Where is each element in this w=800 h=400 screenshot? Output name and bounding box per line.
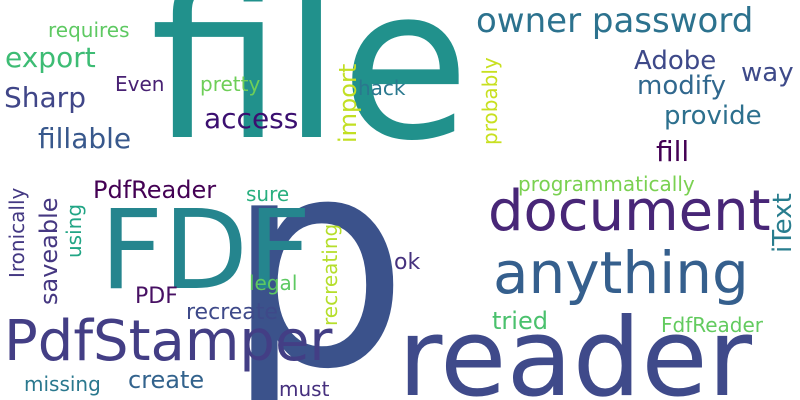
word-sure: sure <box>246 182 290 206</box>
word-export: export <box>5 41 96 74</box>
word-programmatically: programmatically <box>518 172 695 196</box>
word-itext: iText <box>768 193 798 253</box>
word-fillable: fillable <box>38 122 132 155</box>
word-pdfreader: PdfReader <box>93 176 217 204</box>
word-adobe: Adobe <box>634 46 717 76</box>
word-must: must <box>279 377 330 400</box>
word-access: access <box>204 102 299 135</box>
word-way: way <box>741 58 794 88</box>
word-fill: fill <box>656 135 690 168</box>
word-ironically: Ironically <box>5 187 29 278</box>
word-recreate: recreate <box>186 300 278 325</box>
word-even: Even <box>115 72 165 96</box>
word-pdfstamper: PdfStamper <box>4 309 333 374</box>
word-probably: probably <box>478 57 502 145</box>
word-hack: hack <box>358 76 406 100</box>
word-missing: missing <box>24 372 101 396</box>
word-legal: legal <box>249 271 298 295</box>
word-p: p <box>225 96 410 400</box>
word-document: document <box>488 179 771 244</box>
word-saveable: saveable <box>35 197 63 305</box>
word-anything: anything <box>493 239 749 307</box>
word-using: using <box>62 203 86 258</box>
word-pdf: PDF <box>135 284 178 309</box>
word-file: file <box>150 0 470 187</box>
word-owner-password: owner password <box>476 1 754 41</box>
word-sharp: Sharp <box>4 81 86 114</box>
word-requires: requires <box>48 18 130 42</box>
word-reader: reader <box>398 296 753 400</box>
word-tried: tried <box>492 307 548 335</box>
word-pretty: pretty <box>200 72 261 96</box>
word-fdfreader: FdfReader <box>661 313 764 337</box>
word-import: import <box>334 63 362 143</box>
word-ok: ok <box>394 250 421 275</box>
word-provide: provide <box>664 101 762 131</box>
word-fdf: FDF <box>100 186 312 314</box>
word-modify: modify <box>637 71 727 101</box>
word-create: create <box>128 366 205 394</box>
word-recreating: recreating <box>318 223 342 326</box>
